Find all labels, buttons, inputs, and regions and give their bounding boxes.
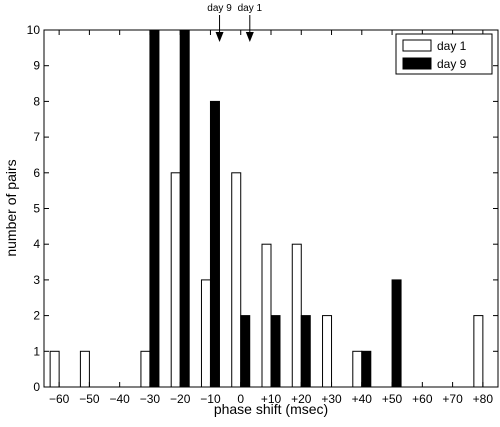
y-tick-label: 6: [33, 166, 40, 180]
y-tick-label: 9: [33, 59, 40, 73]
bar-day1-m20: [170, 172, 181, 388]
x-tick-label: +30: [321, 392, 342, 406]
bar-day1-40: [352, 350, 363, 388]
bars-layer: [49, 29, 484, 388]
y-axis: 0 1 2 3 4 5 6 7 8 9 10: [27, 23, 498, 394]
y-tick-label: 0: [33, 380, 40, 394]
bar-day1-20: [291, 243, 302, 388]
x-tick-label: −10: [200, 392, 221, 406]
arrow-down-icon: [245, 32, 254, 42]
legend-label-day9: day 9: [437, 57, 467, 71]
bar-day9-10: [270, 315, 281, 388]
bar-day1-0: [231, 172, 242, 388]
annotation-label-1: day 1: [238, 3, 263, 14]
bar-day1-m10: [200, 279, 211, 388]
bar-day1-m30: [140, 350, 151, 388]
x-tick-label: +10: [261, 392, 282, 406]
y-axis-label: number of pairs: [3, 159, 19, 256]
legend-swatch-day9: [402, 57, 432, 70]
bar-day9-m30: [149, 29, 160, 388]
legend-label-day1: day 1: [437, 39, 467, 53]
bar-day9-0: [240, 315, 251, 388]
x-tick-label: −60: [49, 392, 70, 406]
bar-day1-30: [322, 315, 333, 388]
x-tick-label: −50: [79, 392, 100, 406]
y-tick-label: 2: [33, 309, 40, 323]
x-tick-label: −40: [109, 392, 130, 406]
bar-day1-m60: [49, 350, 60, 388]
y-tick-label: 1: [33, 344, 40, 358]
annotation-label-0: day 9: [207, 3, 232, 14]
bar-day9-50: [391, 279, 402, 388]
x-tick-label: +40: [352, 392, 373, 406]
y-tick-label: 5: [33, 202, 40, 216]
bar-day1-80: [473, 315, 484, 388]
x-tick-label: 0: [237, 392, 244, 406]
x-tick-label: +60: [412, 392, 433, 406]
y-tick-label: 4: [33, 237, 40, 251]
annotations-layer: day 9 day 1: [207, 3, 262, 42]
x-tick-label: +70: [442, 392, 463, 406]
y-tick-label: 7: [33, 130, 40, 144]
x-axis: −60 −50 −40 −30 −20 −10 0 +10 +20 +30 +40 +50 +60 +70…: [49, 30, 493, 406]
legend: day 1 day 9: [395, 33, 493, 75]
y-tick-label: 8: [33, 94, 40, 108]
arrow-down-icon: [215, 32, 224, 42]
bar-day9-20: [300, 315, 311, 388]
x-axis-label: phase shift (msec): [214, 401, 328, 417]
bar-day9-m20: [179, 29, 190, 388]
x-tick-label: −30: [140, 392, 161, 406]
bar-day9-m10: [209, 100, 220, 388]
x-tick-label: +20: [291, 392, 312, 406]
x-tick-label: +80: [473, 392, 494, 406]
y-tick-label: 10: [27, 23, 41, 37]
x-tick-label: +50: [382, 392, 403, 406]
legend-swatch-day1: [402, 39, 432, 52]
y-tick-label: 3: [33, 273, 40, 287]
x-tick-label: −20: [170, 392, 191, 406]
bar-day1-10: [261, 243, 272, 388]
bar-day1-m50: [79, 350, 90, 388]
bar-day9-40: [361, 350, 372, 388]
